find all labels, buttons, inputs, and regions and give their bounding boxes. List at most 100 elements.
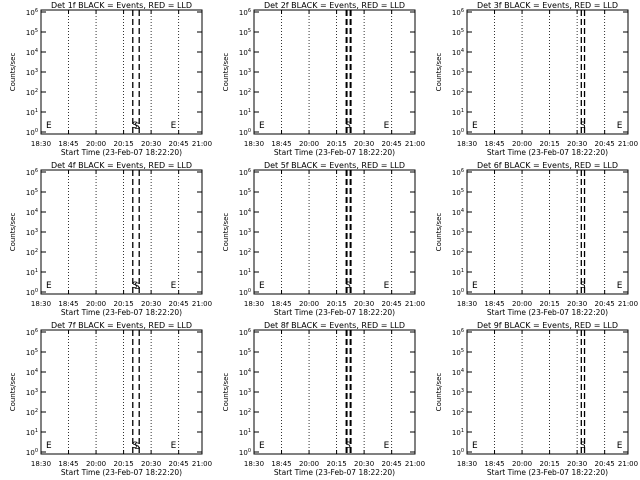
annotation-label: E [171, 441, 177, 451]
x-axis-label: Start Time (23-Feb-07 18:22:20) [61, 308, 182, 317]
x-tick-label: 20:00 [86, 460, 106, 468]
chart-title: Det 8f BLACK = Events, RED = LLD [264, 321, 405, 330]
x-tick-label: 20:00 [299, 460, 319, 468]
y-tick-label: 100 [239, 128, 251, 137]
y-tick-label: 103 [26, 68, 38, 77]
chart-title: Det 2f BLACK = Events, RED = LLD [264, 1, 405, 10]
x-tick-label: 20:45 [169, 140, 189, 148]
x-tick-label: 20:30 [141, 300, 161, 308]
x-tick-label: 20:45 [382, 300, 402, 308]
y-tick-label: 100 [239, 448, 251, 457]
y-tick-label: 100 [452, 288, 464, 297]
y-tick-label: 101 [26, 108, 38, 117]
x-tick-label: 20:00 [86, 300, 106, 308]
x-tick-label: 18:45 [58, 460, 78, 468]
x-tick-label: 21:00 [405, 460, 425, 468]
x-axis-label: Start Time (23-Feb-07 18:22:20) [487, 308, 608, 317]
x-tick-label: 18:45 [271, 300, 291, 308]
y-tick-label: 104 [239, 208, 251, 217]
x-tick-label: 20:45 [382, 140, 402, 148]
x-tick-label: 20:30 [141, 140, 161, 148]
y-axis-label: Counts/sec [222, 53, 230, 92]
y-tick-label: 101 [239, 428, 251, 437]
annotation-label: E [46, 281, 52, 291]
y-axis-label: Counts/sec [435, 213, 443, 252]
x-tick-label: 18:30 [244, 460, 264, 468]
x-tick-label: 18:45 [484, 460, 504, 468]
y-tick-label: 102 [26, 88, 38, 97]
x-tick-label: 20:30 [567, 460, 587, 468]
annotation-label: S [345, 441, 351, 451]
y-tick-label: 102 [452, 408, 464, 417]
annotation-label: S [132, 281, 138, 291]
annotation-label: E [171, 121, 177, 131]
x-tick-label: 20:45 [595, 140, 615, 148]
annotation-label: E [171, 281, 177, 291]
x-tick-label: 20:15 [539, 300, 559, 308]
annotation-label: E [259, 121, 265, 131]
x-axis-label: Start Time (23-Feb-07 18:22:20) [487, 468, 608, 477]
annotation-label: E [472, 441, 478, 451]
plot-frame [40, 9, 203, 135]
chart-panel: Det 3f BLACK = Events, RED = LLD 18:30 18:… [435, 1, 638, 157]
x-tick-label: 21:00 [192, 140, 212, 148]
chart-panel: Det 4f BLACK = Events, RED = LLD 18:30 18:… [9, 161, 212, 317]
plot-frame [253, 169, 416, 295]
x-tick-label: 21:00 [405, 300, 425, 308]
x-tick-label: 18:30 [457, 140, 477, 148]
y-tick-label: 106 [239, 8, 251, 17]
y-tick-label: 103 [26, 388, 38, 397]
x-axis-label: Start Time (23-Feb-07 18:22:20) [274, 148, 395, 157]
y-tick-label: 102 [452, 248, 464, 257]
chart-panel: Det 5f BLACK = Events, RED = LLD 18:30 18:… [222, 161, 425, 317]
annotation-label: S [132, 121, 138, 131]
annotation-label: E [259, 441, 265, 451]
y-tick-label: 104 [452, 368, 464, 377]
annotation-label: E [472, 281, 478, 291]
x-tick-label: 18:45 [58, 300, 78, 308]
y-axis-label: Counts/sec [9, 53, 17, 92]
y-tick-label: 105 [452, 188, 464, 197]
x-tick-label: 18:30 [244, 300, 264, 308]
chart-panel: Det 8f BLACK = Events, RED = LLD 18:30 18:… [222, 321, 425, 477]
annotation-label: S [580, 121, 586, 131]
x-axis-label: Start Time (23-Feb-07 18:22:20) [61, 148, 182, 157]
annotation-label: S [134, 122, 140, 132]
x-tick-label: 20:45 [169, 300, 189, 308]
plot-frame [466, 329, 629, 455]
x-tick-label: 20:15 [539, 460, 559, 468]
x-tick-label: 20:00 [86, 140, 106, 148]
y-tick-label: 100 [26, 128, 38, 137]
x-axis-label: Start Time (23-Feb-07 18:22:20) [61, 468, 182, 477]
y-tick-label: 106 [452, 168, 464, 177]
y-axis-label: Counts/sec [9, 373, 17, 412]
y-tick-label: 101 [239, 108, 251, 117]
annotation-label: E [46, 121, 52, 131]
x-tick-label: 20:15 [113, 300, 133, 308]
y-tick-label: 104 [452, 208, 464, 217]
x-tick-label: 18:30 [31, 300, 51, 308]
annotation-label: E [617, 441, 623, 451]
x-tick-label: 21:00 [405, 140, 425, 148]
y-tick-label: 104 [26, 208, 38, 217]
annotation-label: E [617, 281, 623, 291]
y-tick-label: 100 [452, 448, 464, 457]
x-tick-label: 18:30 [457, 300, 477, 308]
y-tick-label: 102 [26, 408, 38, 417]
y-tick-label: 106 [239, 328, 251, 337]
chart-panel: Det 7f BLACK = Events, RED = LLD 18:30 18:… [9, 321, 212, 477]
x-tick-label: 18:45 [484, 300, 504, 308]
y-tick-label: 104 [452, 48, 464, 57]
x-tick-label: 20:45 [382, 460, 402, 468]
x-axis-label: Start Time (23-Feb-07 18:22:20) [274, 308, 395, 317]
y-tick-label: 101 [26, 268, 38, 277]
chart-title: Det 4f BLACK = Events, RED = LLD [51, 161, 192, 170]
y-tick-label: 106 [26, 328, 38, 337]
chart-panel: Det 6f BLACK = Events, RED = LLD 18:30 18:… [435, 161, 638, 317]
y-tick-label: 103 [26, 228, 38, 237]
x-axis-label: Start Time (23-Feb-07 18:22:20) [274, 468, 395, 477]
annotation-label: E [384, 441, 390, 451]
x-tick-label: 20:15 [539, 140, 559, 148]
annotation-label: E [472, 121, 478, 131]
y-tick-label: 102 [26, 248, 38, 257]
